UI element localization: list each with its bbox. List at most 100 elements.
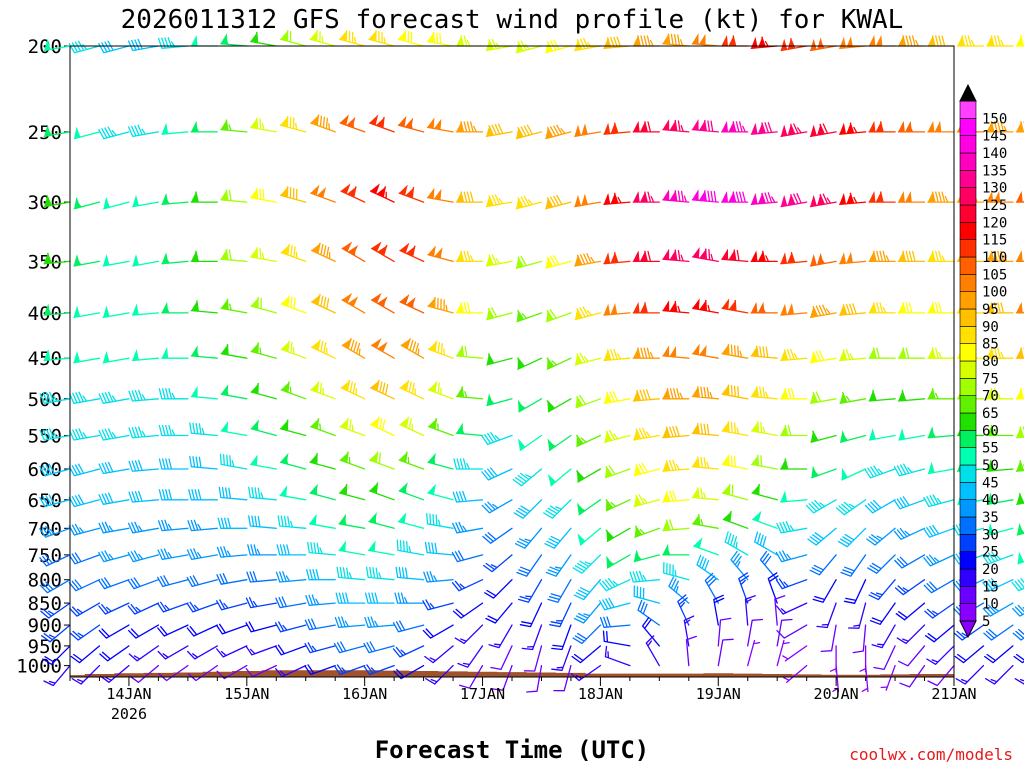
colorbar-segment: [959, 326, 977, 344]
wind-barb: [39, 391, 71, 404]
wind-barb: [927, 664, 955, 687]
wind-barb: [280, 243, 307, 263]
colorbar-label: 150: [982, 111, 1007, 127]
wind-barb: [632, 347, 660, 359]
wind-barb: [776, 521, 808, 534]
wind-barb: [893, 527, 926, 540]
wind-barb: [868, 301, 896, 314]
wind-barb: [485, 123, 513, 138]
wind-barb: [839, 122, 867, 135]
wind-barb: [864, 499, 896, 514]
wind-barb: [986, 250, 1014, 263]
wind-barb: [839, 192, 867, 206]
wind-barb: [809, 304, 837, 319]
colorbar-label: 50: [982, 458, 999, 474]
wind-barb: [662, 490, 690, 503]
wind-barb: [132, 254, 160, 267]
wind-barb: [339, 114, 366, 133]
wind-barb: [982, 551, 1014, 565]
wind-barb: [68, 579, 101, 592]
wind-barb: [128, 490, 160, 503]
wind-barb: [839, 251, 867, 265]
wind-barb: [308, 513, 336, 529]
wind-barb: [1012, 604, 1024, 617]
wind-barb: [868, 347, 896, 359]
wind-barb: [602, 630, 631, 647]
wind-barb: [245, 621, 277, 633]
wind-barb: [927, 34, 955, 47]
wind-barb: [186, 575, 218, 588]
wind-barb: [662, 300, 690, 314]
colorbar-segment: [959, 204, 977, 223]
wind-barb: [190, 34, 218, 47]
wind-barb: [279, 419, 307, 437]
wind-barb: [341, 338, 366, 359]
wind-barb: [809, 252, 837, 267]
wind-barb: [128, 624, 160, 639]
wind-barb: [775, 578, 808, 590]
wind-barb: [750, 385, 778, 400]
wind-barb: [721, 420, 749, 437]
wind-barb: [157, 37, 189, 49]
wind-barb: [633, 494, 660, 508]
wind-barb: [157, 624, 189, 637]
wind-barb: [547, 468, 572, 487]
wind-barb: [691, 456, 719, 470]
wind-barb: [39, 579, 71, 594]
wind-barb: [983, 624, 1014, 641]
wind-barb: [722, 510, 749, 529]
wind-barb: [662, 425, 690, 439]
wind-barb: [982, 577, 1014, 592]
wind-barb: [517, 356, 543, 370]
wind-barb: [897, 389, 926, 402]
wind-barb: [102, 350, 130, 364]
credit-link[interactable]: coolwx.com/models: [849, 745, 1013, 764]
wind-barb: [370, 241, 395, 263]
wind-barb: [986, 459, 1014, 472]
wind-barb: [571, 645, 602, 664]
y-tick-label: 900: [28, 615, 62, 637]
wind-barb: [986, 424, 1014, 437]
wind-barb: [245, 664, 277, 678]
wind-barb: [250, 342, 277, 359]
wind-barb: [927, 461, 955, 475]
x-tick-label: 19JAN: [696, 685, 741, 703]
wind-barb: [839, 349, 867, 362]
wind-barb: [309, 452, 336, 470]
wind-barb: [843, 579, 867, 604]
y-tick-label: 850: [28, 593, 62, 615]
wind-barb: [730, 550, 749, 581]
colorbar-label: 35: [982, 510, 999, 526]
wind-barb: [750, 250, 778, 263]
wind-barb: [279, 115, 307, 133]
wind-barb: [277, 515, 307, 529]
wind-barb: [897, 191, 926, 203]
wind-barb: [634, 525, 660, 538]
wind-barb: [42, 645, 71, 665]
wind-barb: [517, 398, 543, 413]
wind-barb: [896, 624, 926, 645]
wind-barb: [455, 385, 484, 400]
wind-barb: [721, 454, 749, 470]
wind-barb: [897, 347, 926, 359]
wind-barb: [839, 391, 867, 404]
wind-barb: [809, 554, 837, 576]
wind-barb: [455, 120, 484, 133]
wind-barb: [515, 255, 543, 269]
wind-barb: [363, 641, 395, 654]
colorbar-label: 30: [982, 527, 999, 543]
wind-barb: [426, 512, 454, 529]
wind-barb: [809, 391, 837, 404]
wind-barb: [927, 347, 955, 359]
wind-barb: [986, 34, 1014, 47]
wind-barb: [423, 571, 454, 583]
wind-barb: [783, 664, 808, 683]
colorbar-label: 10: [982, 597, 999, 613]
wind-barb: [485, 602, 513, 624]
wind-barb: [1015, 250, 1024, 263]
wind-barb: [310, 242, 336, 263]
wind-barb: [750, 420, 778, 437]
wind-barb: [454, 624, 484, 645]
wind-barb: [310, 294, 336, 314]
